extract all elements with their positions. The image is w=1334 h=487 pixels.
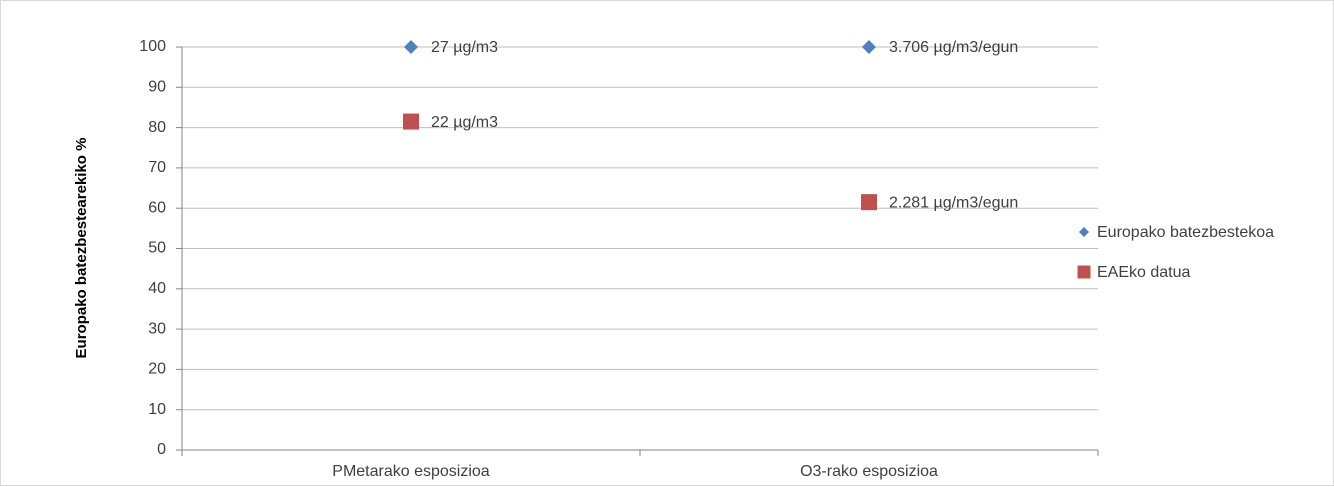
- y-tick-label: 10: [148, 401, 166, 418]
- data-point: [862, 40, 876, 54]
- y-tick-label: 60: [148, 199, 166, 216]
- legend-marker: [1079, 227, 1089, 237]
- y-tick-label: 90: [148, 79, 166, 96]
- data-point: [404, 40, 418, 54]
- data-labels: 27 µg/m3 3.706 µg/m3/egun 22 µg/m3 2.281 µg…: [431, 39, 1018, 211]
- y-tick-labels: 0 10 20 30 40 50 60 70 80 90 100: [139, 38, 166, 458]
- data-label: 3.706 µg/m3/egun: [889, 39, 1018, 56]
- y-tick-label: 80: [148, 119, 166, 136]
- data-point: [403, 113, 419, 130]
- y-tick-label: 0: [157, 441, 166, 458]
- x-category-label: O3-rako esposizioa: [800, 463, 938, 480]
- legend-label: Europako batezbestekoa: [1097, 224, 1274, 241]
- data-label: 27 µg/m3: [431, 39, 498, 56]
- data-label: 2.281 µg/m3/egun: [889, 194, 1018, 211]
- y-tick-label: 70: [148, 159, 166, 176]
- y-tick-label: 100: [139, 38, 166, 55]
- y-tick-label: 30: [148, 320, 166, 337]
- x-category-labels: PMetarako esposizioa O3-rako esposizioa: [332, 463, 938, 480]
- y-tick-label: 20: [148, 361, 166, 378]
- legend-label: EAEko datua: [1097, 264, 1191, 281]
- legend: Europako batezbestekoa EAEko datua: [1077, 224, 1274, 281]
- x-category-label: PMetarako esposizioa: [332, 463, 490, 480]
- legend-marker: [1077, 265, 1091, 279]
- y-tick-label: 40: [148, 280, 166, 297]
- data-points: [403, 40, 877, 211]
- y-axis-title: Europako batezbestearekiko %: [73, 138, 90, 359]
- axes: [176, 46, 1099, 456]
- data-label: 22 µg/m3: [431, 114, 498, 131]
- gridlines: [182, 46, 1098, 411]
- y-tick-label: 50: [148, 240, 166, 257]
- data-point: [861, 194, 877, 211]
